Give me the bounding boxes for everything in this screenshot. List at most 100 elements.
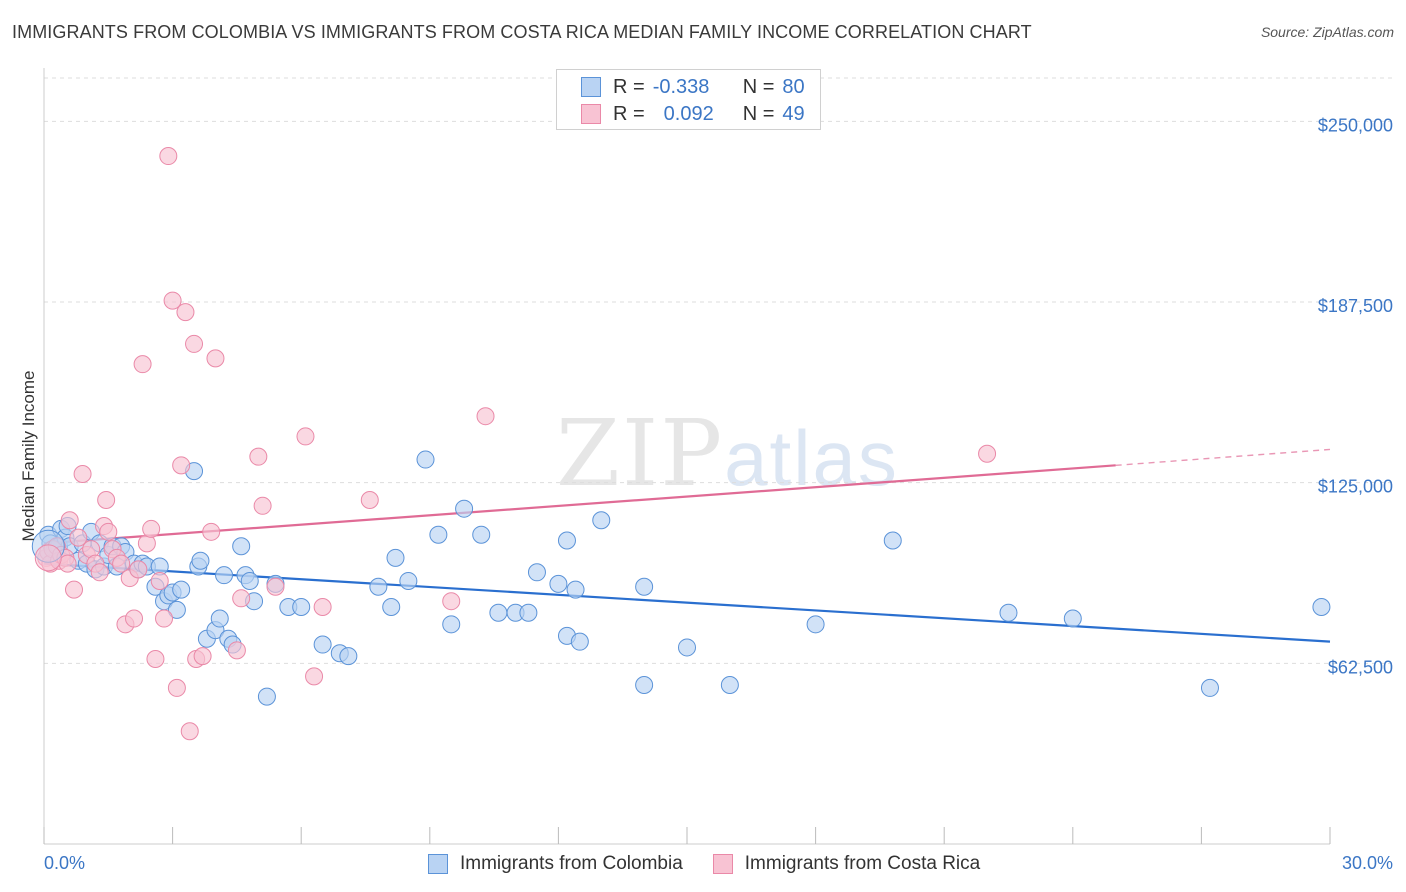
colombia-point — [472, 525, 491, 544]
costa-rica-point — [249, 447, 268, 466]
costa-rica-point — [172, 456, 191, 475]
costa-rica-point — [142, 519, 161, 538]
costa-rica-point — [476, 407, 495, 426]
costa-rica-point — [69, 528, 88, 547]
costa-rica-point — [60, 511, 79, 530]
watermark-zip: ZIP — [556, 400, 725, 507]
colombia-point — [215, 566, 234, 585]
data-points — [31, 147, 1331, 741]
y-tick-label: $187,500 — [1318, 296, 1393, 316]
trend-lines — [43, 448, 1331, 643]
costa-rica-point — [97, 491, 116, 510]
costa-rica-point — [155, 609, 174, 628]
costa-rica-point — [167, 678, 186, 697]
colombia-point — [1312, 597, 1331, 616]
colombia-point — [167, 600, 186, 619]
axes — [43, 68, 1331, 845]
colombia-point — [999, 603, 1018, 622]
n-label: N = — [742, 75, 775, 98]
costa-rica-swatch — [581, 104, 601, 124]
costa-rica-point — [206, 349, 225, 368]
costa-rica-point — [232, 589, 251, 608]
costa-rica-point — [34, 544, 62, 572]
colombia-point — [527, 563, 546, 582]
series-legend: Immigrants from Colombia Immigrants from… — [428, 852, 1010, 876]
colombia-point — [570, 632, 589, 651]
chart-title: IMMIGRANTS FROM COLOMBIA VS IMMIGRANTS F… — [12, 22, 1032, 42]
costa-rica-point — [99, 522, 118, 541]
colombia-point — [806, 615, 825, 634]
watermark: ZIPatlas — [556, 400, 899, 507]
legend-item-costa-rica[interactable]: Immigrants from Costa Rica — [712, 853, 981, 875]
colombia-point — [386, 548, 405, 567]
legend-label: Immigrants from Costa Rica — [744, 853, 981, 874]
colombia-point — [635, 577, 654, 596]
colombia-swatch — [581, 77, 601, 97]
n-label: N = — [742, 102, 775, 125]
colombia-point — [210, 609, 229, 628]
costa-rica-point — [296, 427, 315, 446]
costa-rica-point — [313, 597, 332, 616]
legend-item-colombia[interactable]: Immigrants from Colombia — [428, 853, 683, 875]
costa-rica-point — [360, 491, 379, 510]
y-axis-label: Median Family Income — [19, 370, 38, 541]
costa-rica-trend-line — [43, 464, 1116, 545]
legend-row-colombia: R = -0.338 N = 80 — [581, 75, 805, 99]
legend-label: Immigrants from Colombia — [460, 853, 683, 874]
costa-rica-point — [193, 647, 212, 666]
colombia-point — [519, 603, 538, 622]
costa-rica-point — [133, 355, 152, 374]
colombia-point — [442, 615, 461, 634]
costa-rica-point — [146, 650, 165, 669]
r-label: R = — [613, 102, 645, 125]
costa-rica-point — [176, 303, 195, 322]
colombia-point — [257, 687, 276, 706]
costa-rica-point — [90, 563, 109, 582]
costa-rica-point — [185, 334, 204, 353]
colombia-point — [313, 635, 332, 654]
costa-rica-point — [129, 560, 148, 579]
colombia-point — [172, 580, 191, 599]
n-value: 80 — [782, 75, 805, 98]
colombia-point — [489, 603, 508, 622]
colombia-point — [720, 676, 739, 695]
costa-rica-point — [180, 722, 199, 741]
colombia-point — [592, 511, 611, 530]
colombia-swatch — [428, 854, 448, 874]
costa-rica-point — [978, 444, 997, 463]
x-tick-label-min: 0.0% — [44, 853, 85, 873]
n-value: 49 — [782, 102, 805, 125]
r-label: R = — [613, 75, 645, 98]
colombia-point — [429, 525, 448, 544]
colombia-point — [369, 577, 388, 596]
colombia-point — [678, 638, 696, 657]
costa-rica-point — [253, 496, 272, 515]
colombia-point — [883, 531, 902, 550]
colombia-point — [1200, 678, 1219, 697]
costa-rica-swatch — [712, 854, 733, 874]
colombia-point — [416, 450, 435, 469]
costa-rica-point — [125, 609, 144, 628]
costa-rica-point — [305, 667, 324, 686]
colombia-point — [339, 647, 358, 666]
colombia-point — [399, 571, 418, 590]
costa-rica-point — [159, 147, 178, 166]
colombia-point — [557, 531, 576, 550]
colombia-point — [455, 499, 474, 518]
costa-rica-point — [227, 641, 246, 660]
costa-rica-point — [163, 291, 182, 310]
colombia-point — [549, 574, 568, 593]
costa-rica-point — [266, 577, 285, 596]
costa-rica-point — [73, 465, 92, 484]
colombia-point — [191, 551, 210, 570]
colombia-trend-line — [43, 562, 1331, 643]
x-tick-label-max: 30.0% — [1342, 853, 1393, 873]
source-label: Source: ZipAtlas.com — [1260, 24, 1394, 40]
costa-rica-trend-extension — [1115, 448, 1331, 467]
colombia-point — [635, 676, 654, 695]
tick-labels: $62,500 $125,000 $187,500 $250,000 0.0% 30.0% — [44, 115, 1393, 873]
colombia-point — [232, 537, 251, 556]
colombia-point — [1063, 609, 1082, 628]
colombia-point — [240, 571, 259, 590]
